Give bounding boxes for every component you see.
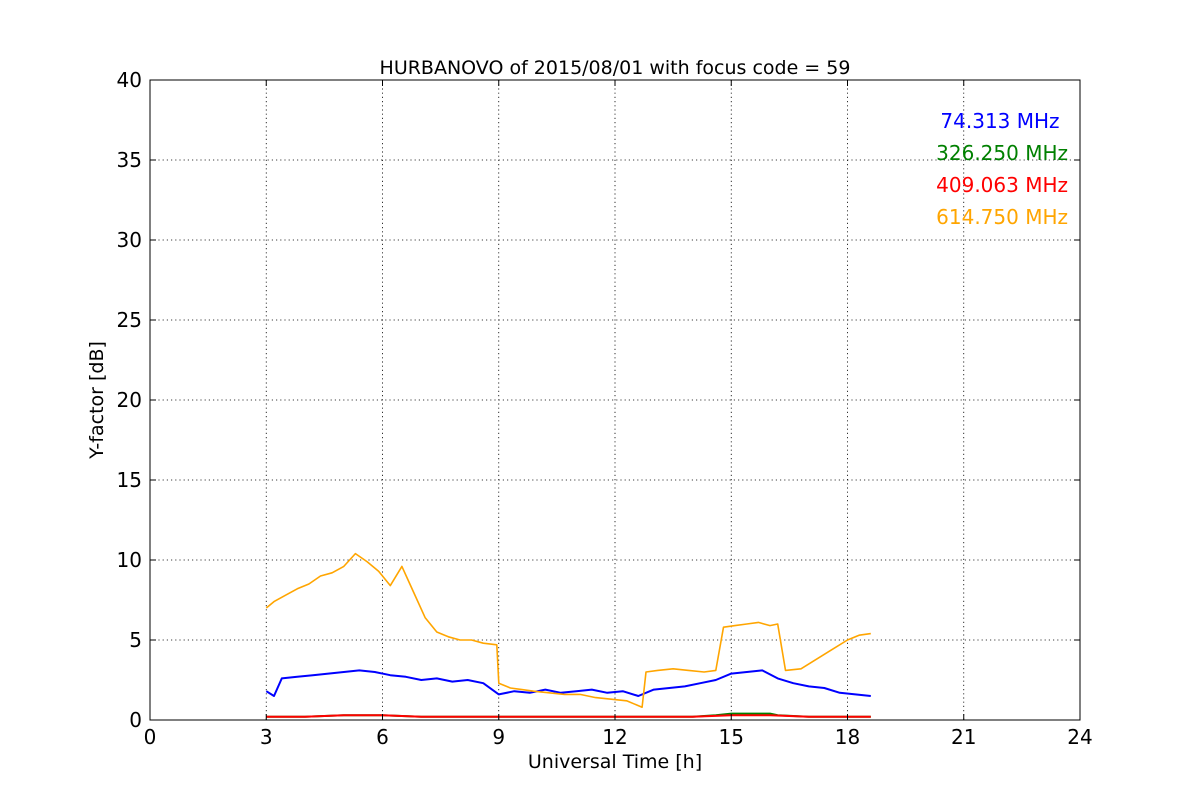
x-tick-label: 0 — [144, 725, 157, 749]
y-tick-label: 25 — [117, 308, 142, 332]
y-tick-label: 20 — [117, 388, 142, 412]
legend-entry: 74.313 MHz — [940, 109, 1059, 133]
legend: 74.313 MHz 326.250 MHz 409.063 MHz 614.750 … — [936, 109, 1068, 229]
grid — [150, 80, 1080, 720]
series-line-614-750-mhz — [265, 552, 871, 709]
x-tick-label: 12 — [602, 725, 627, 749]
series-layer — [265, 552, 871, 718]
x-axis-title: Universal Time [h] — [528, 751, 702, 773]
series-line-409-063-mhz — [266, 714, 871, 718]
legend-entry: 409.063 MHz — [936, 173, 1068, 197]
x-tick-label: 3 — [260, 725, 273, 749]
x-tick-label: 15 — [719, 725, 744, 749]
y-tick-label: 35 — [117, 148, 142, 172]
ticks: 0 3 6 9 12 15 18 21 24 0 5 10 15 20 25 30 35 40 — [117, 68, 1093, 749]
legend-entry: 326.250 MHz — [936, 141, 1068, 165]
series-line-74-313-mhz — [265, 669, 871, 697]
y-tick-label: 40 — [117, 68, 142, 92]
y-axis-title: Y-factor [dB] — [86, 341, 108, 460]
x-tick-label: 9 — [492, 725, 505, 749]
y-tick-label: 0 — [129, 708, 142, 732]
x-tick-label: 21 — [951, 725, 976, 749]
y-tick-label: 5 — [129, 628, 142, 652]
legend-entry: 614.750 MHz — [936, 205, 1068, 229]
y-tick-label: 30 — [117, 228, 142, 252]
x-tick-label: 18 — [835, 725, 860, 749]
chart-title: HURBANOVO of 2015/08/01 with focus code … — [380, 57, 851, 79]
x-tick-label: 24 — [1067, 725, 1092, 749]
y-tick-label: 10 — [117, 548, 142, 572]
x-tick-label: 6 — [376, 725, 389, 749]
y-tick-label: 15 — [117, 468, 142, 492]
